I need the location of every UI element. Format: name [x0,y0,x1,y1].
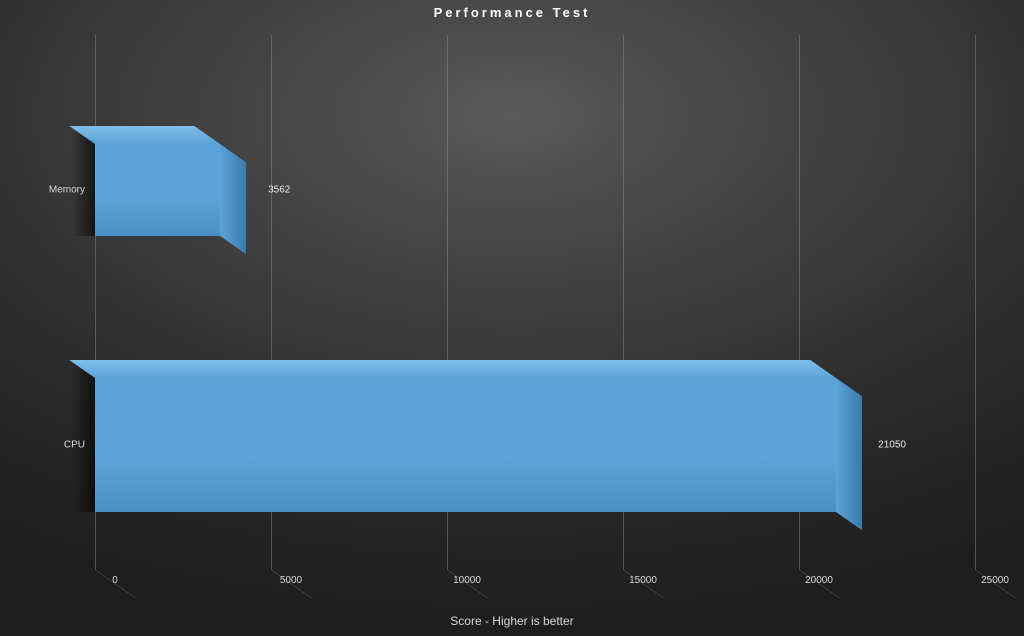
bar-front-face [95,144,220,236]
x-tick-label: 25000 [981,575,1009,586]
bar-side-face [836,378,862,530]
y-category-label: CPU [5,440,85,451]
x-tick-label: 0 [112,575,118,586]
bar-top-face [69,360,836,378]
x-tick-label: 15000 [629,575,657,586]
bar: 21050 [95,378,836,512]
bar: 3562 [95,144,220,236]
bar-shadow [73,126,95,236]
bar-value-label: 21050 [878,440,906,451]
chart-title: Performance Test [0,5,1024,20]
x-axis-title: Score - Higher is better [0,614,1024,628]
gridline [975,35,976,570]
bar-shadow [73,360,95,512]
bar-front-face [95,378,836,512]
bar-value-label: 3562 [268,185,290,196]
plot-area: 3562 21050 [95,35,975,570]
x-tick-label: 5000 [280,575,302,586]
bar-top-face [69,126,220,144]
bar-side-face [220,144,246,254]
x-tick-label: 20000 [805,575,833,586]
y-category-label: Memory [5,185,85,196]
x-tick-label: 10000 [453,575,481,586]
